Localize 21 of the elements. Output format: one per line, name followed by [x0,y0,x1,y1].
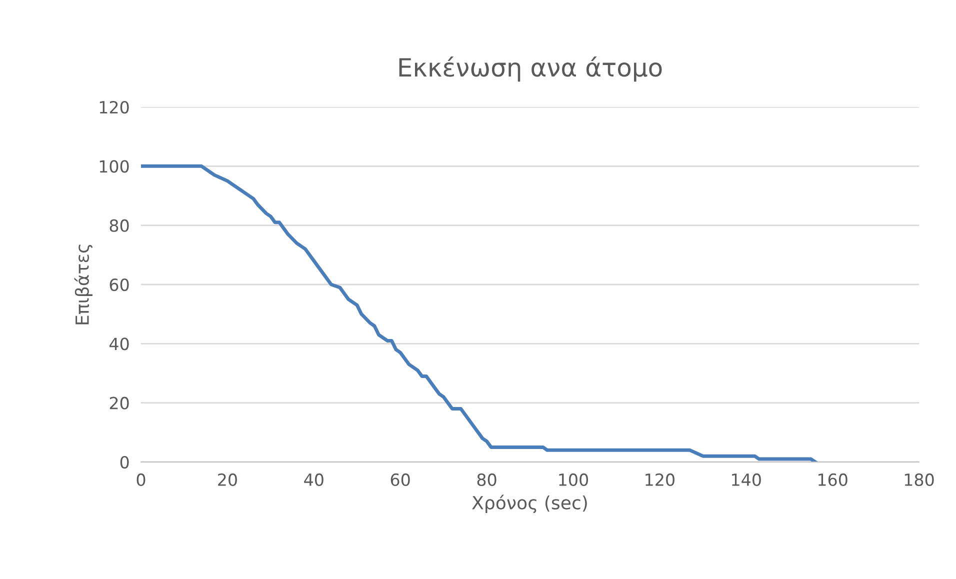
y-tick-label: 0 [120,456,129,469]
y-tick-label: 60 [110,278,129,292]
x-tick-label: 20 [218,473,237,486]
x-tick-label: 140 [732,473,761,486]
x-tick-label: 100 [559,473,588,486]
x-tick-label: 120 [646,473,674,486]
x-tick-label: 0 [136,473,146,486]
x-tick-label: 60 [390,473,410,486]
x-axis-title: Χρόνος (sec) [472,494,587,514]
y-tick-label: 80 [110,219,129,232]
y-tick-label: 120 [100,100,129,114]
x-tick-label: 80 [477,473,496,486]
x-tick-label: 40 [304,473,324,486]
y-axis-title: Επιβάτες [74,244,93,324]
chart-title: Εκκένωση ανα άτομο [399,56,662,82]
y-tick-label: 20 [110,396,129,410]
x-tick-label: 180 [904,473,934,486]
y-tick-label: 40 [109,338,129,350]
y-tick-label: 100 [100,160,129,173]
line-series [141,164,817,462]
x-tick-label: 160 [818,473,848,486]
